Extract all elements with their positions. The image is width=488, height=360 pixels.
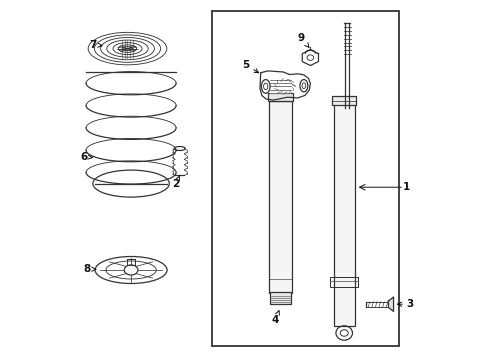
Text: 5: 5 xyxy=(242,60,258,73)
Text: 3: 3 xyxy=(397,299,413,309)
Polygon shape xyxy=(387,297,393,311)
Bar xyxy=(333,104,354,326)
Text: 9: 9 xyxy=(297,33,308,47)
Text: 4: 4 xyxy=(271,311,279,325)
Bar xyxy=(329,277,358,287)
Bar xyxy=(267,93,293,101)
Bar xyxy=(269,292,290,304)
Text: 1: 1 xyxy=(402,182,409,192)
Bar xyxy=(268,101,292,293)
Bar xyxy=(212,11,399,346)
Bar xyxy=(269,91,290,94)
Bar xyxy=(331,96,356,105)
Text: 6: 6 xyxy=(81,152,92,162)
Text: 2: 2 xyxy=(172,176,180,189)
Text: 7: 7 xyxy=(89,40,102,50)
Text: 8: 8 xyxy=(83,264,96,274)
